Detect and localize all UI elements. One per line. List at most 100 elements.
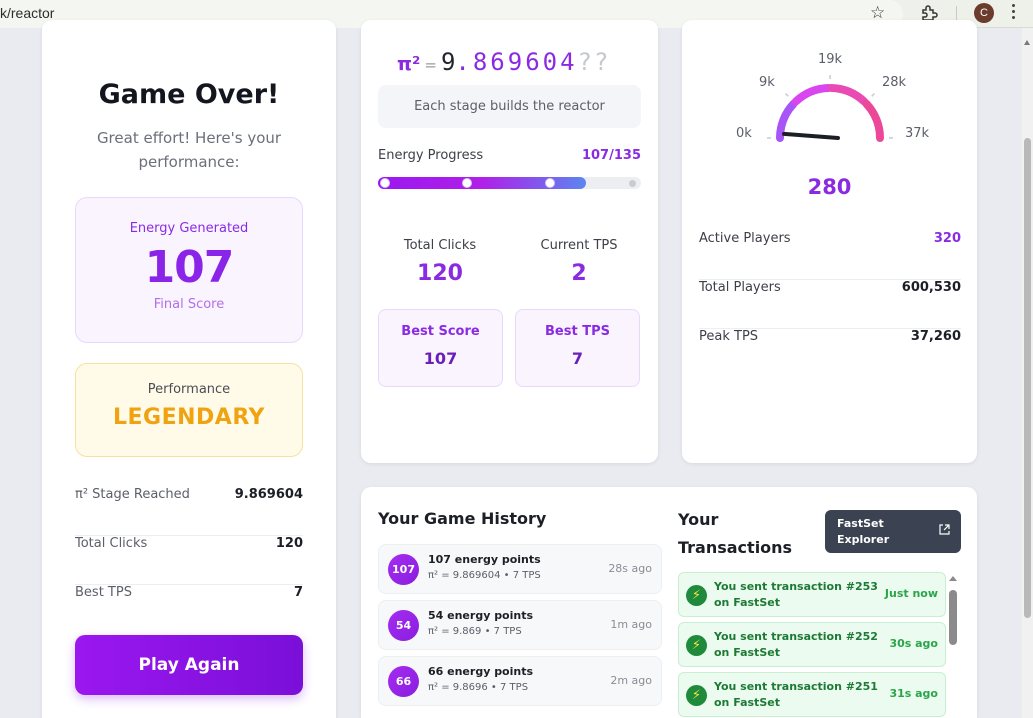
peak-tps-row: Peak TPS 37,260 <box>699 329 961 378</box>
pi-integer-digit: 9 <box>440 48 456 76</box>
performance-panel: Performance LEGENDARY <box>75 363 303 457</box>
bookmark-star-icon[interactable]: ☆ <box>870 3 886 23</box>
history-item-title: 66 energy points <box>428 665 534 678</box>
page-scrollbar[interactable] <box>1022 28 1033 718</box>
gauge-tick <box>784 92 789 97</box>
lightning-bolt-icon: ⚡ <box>686 685 707 706</box>
history-item-detail: π² = 9.8696 • 7 TPS <box>428 682 529 693</box>
best-tps-panel: Best TPS 7 <box>515 309 640 387</box>
pi-squared-display: π² = 9.869604?? <box>397 48 610 76</box>
transactions-scrollbar[interactable] <box>949 575 957 718</box>
gauge-label-28k: 28k <box>882 75 907 90</box>
external-link-icon <box>939 524 950 535</box>
transaction-time: 31s ago <box>889 687 938 700</box>
history-score-badge: 107 <box>388 554 419 585</box>
final-score-caption: Final Score <box>153 297 225 312</box>
history-item-time: 28s ago <box>608 562 652 575</box>
best-score-label: Best Score <box>401 324 480 339</box>
gauge-label-max: 37k <box>905 126 930 141</box>
total-clicks-stat: Total Clicks 120 <box>380 238 500 286</box>
transaction-item[interactable]: ⚡ You sent transaction #252 on FastSet 3… <box>678 622 946 667</box>
game-over-title: Game Over! <box>98 79 280 110</box>
total-players-row: Total Players 600,530 <box>699 280 961 329</box>
history-item[interactable]: 54 54 energy points π² = 9.869 • 7 TPS 1… <box>378 600 662 650</box>
scrollbar-thumb[interactable] <box>949 590 957 645</box>
game-history-title: Your Game History <box>378 509 547 528</box>
gauge-label-19k: 19k <box>818 52 843 67</box>
best-score-value: 107 <box>423 349 458 368</box>
row-value: 320 <box>933 231 961 246</box>
gauge-needle <box>782 131 840 140</box>
total-clicks-value: 120 <box>417 261 463 286</box>
best-tps-label: Best TPS <box>545 324 610 339</box>
stat-row-best-tps: Best TPS 7 <box>75 585 303 634</box>
history-item-time: 2m ago <box>610 674 652 687</box>
history-item-title: 54 energy points <box>428 609 534 622</box>
current-tps-stat: Current TPS 2 <box>519 238 639 286</box>
row-value: 37,260 <box>910 329 961 344</box>
row-label: Total Players <box>699 280 781 295</box>
performance-rating: LEGENDARY <box>112 405 265 430</box>
current-tps-label: Current TPS <box>540 238 618 253</box>
gauge-label-9k: 9k <box>759 75 775 90</box>
row-label: Peak TPS <box>699 329 759 344</box>
transaction-item[interactable]: ⚡ You sent transaction #251 on FastSet 3… <box>678 672 946 717</box>
energy-progress-bar <box>378 177 641 189</box>
scroll-up-arrow-icon[interactable] <box>1024 40 1030 45</box>
history-item-detail: π² = 9.869604 • 7 TPS <box>428 570 541 581</box>
stat-label: Best TPS <box>75 585 132 600</box>
gauge-arc-segment <box>791 84 833 106</box>
history-item[interactable]: 107 107 energy points π² = 9.869604 • 7 … <box>378 544 662 594</box>
history-transactions-card: Your Game History 107 107 energy points … <box>361 487 977 718</box>
tps-gauge <box>767 75 893 142</box>
lightning-bolt-icon: ⚡ <box>686 635 707 656</box>
fastset-explorer-button[interactable]: FastSet Explorer <box>825 510 961 553</box>
stat-row-clicks: Total Clicks 120 <box>75 536 303 585</box>
stage-note: Each stage builds the reactor <box>378 85 641 128</box>
transaction-message: You sent transaction #253 on FastSet <box>714 580 878 609</box>
history-item-time: 1m ago <box>610 618 652 631</box>
transaction-message: You sent transaction #252 on FastSet <box>714 630 878 659</box>
toolbar-separator <box>956 6 957 22</box>
gauge-value: 280 <box>807 175 852 199</box>
pi-hidden-digits: ?? <box>577 48 611 76</box>
total-clicks-label: Total Clicks <box>403 238 477 253</box>
energy-progress-fill <box>378 177 587 189</box>
history-item-detail: π² = 9.869 • 7 TPS <box>428 626 522 637</box>
transactions-title: Your Transactions <box>678 510 793 557</box>
game-over-card: Game Over! Great effort! Here's your per… <box>42 20 336 718</box>
best-score-panel: Best Score 107 <box>378 309 503 387</box>
stat-label: Total Clicks <box>75 536 148 551</box>
energy-generated-label: Energy Generated <box>129 221 249 236</box>
scrollbar-thumb[interactable] <box>1024 138 1031 618</box>
transaction-item[interactable]: ⚡ You sent transaction #253 on FastSet J… <box>678 572 946 617</box>
browser-menu-icon[interactable] <box>1012 4 1016 22</box>
lightning-bolt-icon: ⚡ <box>686 585 707 606</box>
scroll-up-arrow-icon[interactable] <box>949 576 957 581</box>
fastset-explorer-label: FastSet Explorer <box>837 517 890 546</box>
transaction-time: Just now <box>884 587 938 600</box>
history-score-badge: 54 <box>388 610 419 641</box>
profile-avatar[interactable]: C <box>974 3 994 23</box>
play-again-button[interactable]: Play Again <box>75 635 303 695</box>
stat-value: 7 <box>293 585 303 600</box>
best-tps-value: 7 <box>571 349 584 368</box>
row-value: 600,530 <box>901 280 961 295</box>
pi-revealed-digits: .869604 <box>455 48 578 76</box>
gauge-label-min: 0k <box>736 126 752 141</box>
history-item[interactable]: 66 66 energy points π² = 9.8696 • 7 TPS … <box>378 656 662 706</box>
progress-milestone-dot <box>380 178 390 188</box>
game-over-subtitle: Great effort! Here's your performance: <box>96 129 282 171</box>
energy-progress-value: 107/135 <box>581 148 641 163</box>
energy-generated-panel: Energy Generated 107 Final Score <box>75 197 303 343</box>
row-label: Active Players <box>699 231 791 246</box>
url-text[interactable]: k/reactor <box>0 5 55 21</box>
history-item-title: 107 energy points <box>428 553 541 566</box>
stat-value: 9.869604 <box>234 487 303 502</box>
network-stats-card: 0k 9k 19k 28k 37k 280 Active Players 320… <box>682 20 977 463</box>
extensions-icon[interactable] <box>920 4 938 22</box>
progress-milestone-dot <box>629 180 636 187</box>
energy-progress-label: Energy Progress <box>378 148 484 163</box>
gauge-arc-segment <box>775 99 798 142</box>
stat-value: 120 <box>275 536 303 551</box>
